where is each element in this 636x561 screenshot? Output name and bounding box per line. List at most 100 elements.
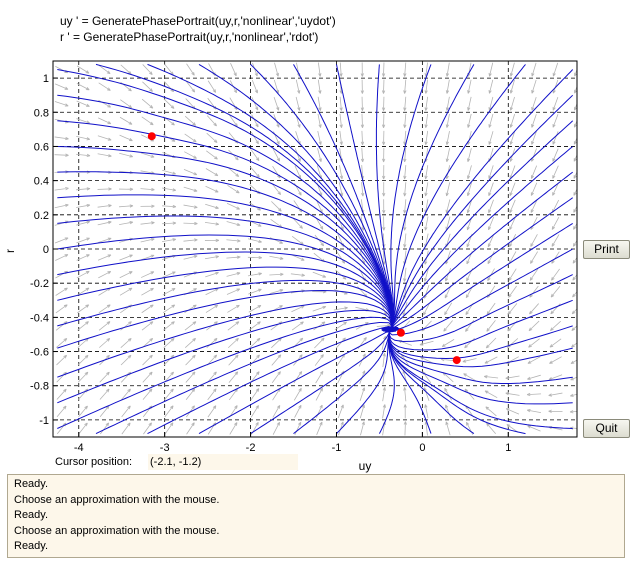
vector-arrow — [483, 375, 499, 379]
vector-arrow — [78, 405, 88, 418]
vector-arrow — [445, 113, 450, 128]
vector-arrow — [164, 371, 175, 383]
vector-arrow — [509, 216, 516, 231]
y-tick-label: 0 — [43, 244, 49, 256]
vector-arrow — [337, 404, 344, 419]
vector-arrow — [185, 371, 196, 383]
vector-arrow — [360, 96, 364, 111]
vector-arrow — [508, 285, 517, 298]
vector-arrow — [271, 183, 282, 196]
vector-arrow — [485, 337, 497, 349]
vector-arrow — [569, 393, 577, 397]
vector-arrow — [274, 62, 279, 77]
vector-arrow — [424, 113, 429, 128]
vector-arrow — [142, 388, 153, 400]
vector-arrow — [271, 354, 282, 366]
vector-arrow — [441, 339, 455, 348]
vector-arrow — [551, 234, 560, 247]
vector-arrow — [78, 422, 88, 435]
vector-arrow — [528, 338, 540, 348]
x-tick-label: 0 — [419, 442, 425, 454]
y-tick-label: -0.6 — [30, 347, 49, 359]
vector-arrow — [531, 96, 537, 111]
vector-arrow — [467, 79, 472, 94]
print-button[interactable]: Print — [583, 240, 630, 259]
vector-arrow — [226, 221, 241, 227]
vector-arrow — [292, 217, 303, 229]
vector-arrow — [570, 376, 577, 381]
vector-arrow — [186, 63, 195, 76]
vector-arrow — [337, 387, 344, 401]
vector-arrow — [550, 286, 561, 298]
vector-arrow — [549, 356, 562, 364]
x-tick-label: -4 — [74, 442, 84, 454]
vector-arrow — [570, 359, 577, 365]
vector-arrow — [487, 233, 495, 248]
vector-arrow — [382, 216, 386, 231]
vector-arrow — [163, 98, 175, 109]
vector-arrow — [207, 80, 217, 93]
vector-arrow — [531, 62, 537, 77]
vector-arrow — [569, 410, 577, 414]
vector-arrow — [573, 154, 577, 162]
log-line: Ready. — [14, 478, 49, 490]
vector-arrow — [76, 220, 91, 226]
vector-arrow — [76, 270, 90, 279]
vector-arrow — [184, 337, 196, 348]
y-axis-label: r — [3, 249, 17, 253]
equilibrium-point — [147, 132, 156, 141]
vector-arrow — [227, 337, 239, 349]
vector-arrow — [573, 188, 577, 196]
vector-arrow — [229, 422, 238, 435]
vector-arrow — [184, 133, 197, 143]
vector-arrow — [466, 182, 472, 197]
vector-arrow — [99, 371, 110, 383]
vector-arrow — [443, 320, 453, 332]
vector-arrow — [403, 404, 407, 419]
vector-arrow — [571, 342, 577, 348]
vector-arrow — [249, 166, 260, 178]
vector-arrow — [99, 422, 110, 435]
vector-arrow — [509, 199, 516, 214]
vector-arrow — [403, 96, 407, 111]
quit-button[interactable]: Quit — [583, 419, 630, 438]
vector-arrow — [56, 405, 67, 417]
cursor-position-label: Cursor position: — [55, 456, 133, 468]
vector-arrow — [419, 340, 434, 346]
vector-arrow — [120, 321, 132, 331]
vector-arrow — [573, 205, 577, 213]
vector-arrow — [571, 325, 577, 331]
trajectory-line — [386, 64, 475, 332]
vector-arrow — [530, 251, 539, 264]
vector-arrow — [424, 79, 428, 94]
vector-arrow — [250, 388, 260, 401]
vector-arrow — [97, 254, 112, 261]
vector-arrow — [315, 387, 323, 401]
vector-arrow — [55, 254, 69, 261]
vector-arrow — [338, 182, 344, 197]
vector-arrow — [382, 387, 386, 402]
vector-arrow — [317, 130, 322, 145]
vector-arrow — [228, 371, 239, 383]
vector-arrow — [312, 271, 327, 278]
vector-arrow — [248, 304, 262, 313]
vector-arrow — [143, 422, 152, 435]
vector-arrow — [293, 387, 302, 401]
vector-arrow — [162, 287, 176, 296]
vector-arrow — [269, 272, 284, 277]
log-line: Ready. — [14, 509, 49, 522]
vector-arrow — [382, 404, 386, 419]
trajectory-line — [336, 64, 398, 332]
vector-arrow — [314, 354, 324, 366]
vector-arrow — [183, 169, 198, 176]
vector-arrow — [488, 79, 494, 94]
x-tick-label: 1 — [505, 442, 511, 454]
vector-arrow — [530, 182, 538, 196]
vector-arrow — [141, 287, 154, 296]
vector-arrow — [339, 130, 343, 146]
vector-arrow — [381, 113, 386, 128]
vector-arrow — [424, 267, 429, 282]
vector-arrow — [142, 371, 153, 383]
vector-arrow — [382, 147, 386, 163]
